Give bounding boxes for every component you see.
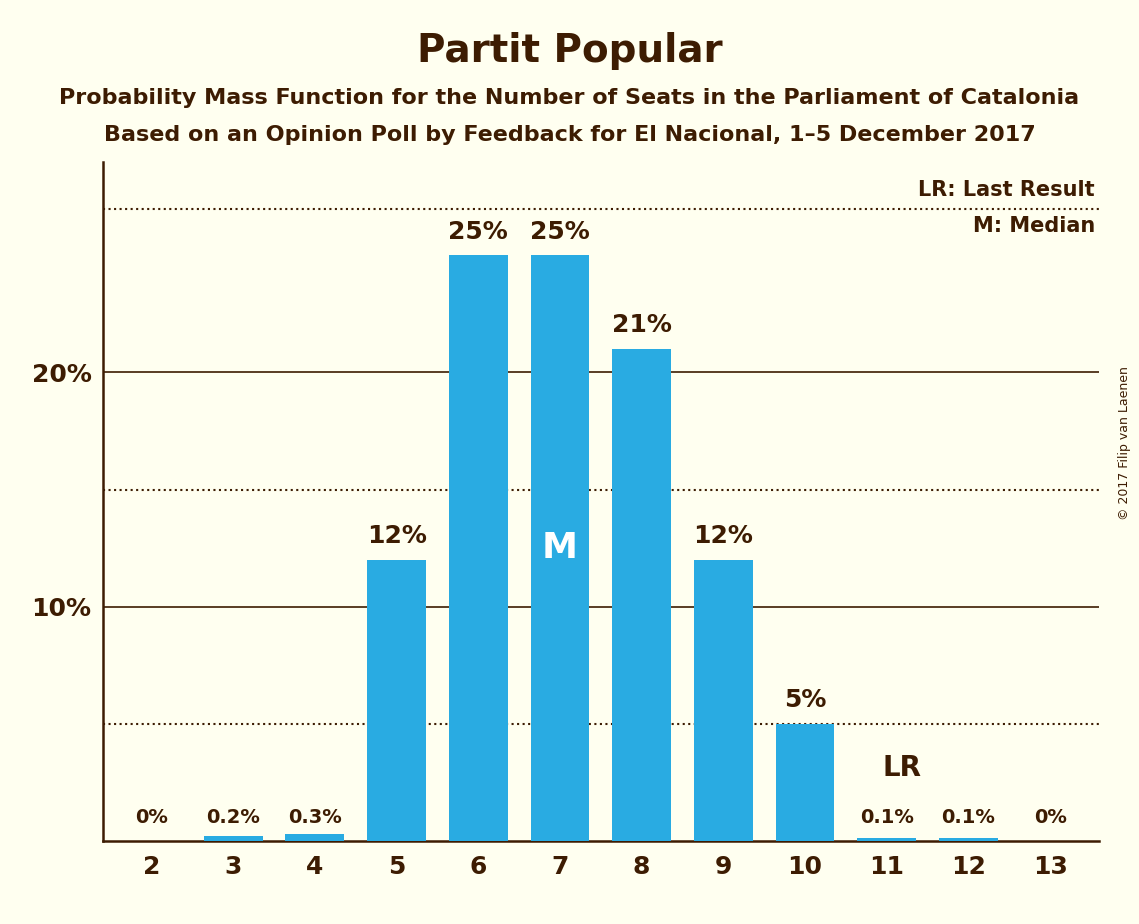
Text: 0.1%: 0.1% [860, 808, 913, 827]
Bar [367, 560, 426, 841]
Bar [286, 833, 344, 841]
Bar [694, 560, 753, 841]
Text: LR: LR [883, 754, 921, 783]
Text: 0%: 0% [1034, 808, 1066, 827]
Text: 0%: 0% [136, 808, 167, 827]
Bar [449, 255, 508, 841]
Bar [858, 838, 916, 841]
Text: 0.3%: 0.3% [288, 808, 342, 827]
Bar [613, 349, 671, 841]
Bar [204, 836, 263, 841]
Text: M: Median: M: Median [973, 215, 1095, 236]
Bar [531, 255, 589, 841]
Text: Probability Mass Function for the Number of Seats in the Parliament of Catalonia: Probability Mass Function for the Number… [59, 88, 1080, 108]
Bar [776, 723, 835, 841]
Text: 25%: 25% [530, 220, 590, 244]
Text: Based on an Opinion Poll by Feedback for El Nacional, 1–5 December 2017: Based on an Opinion Poll by Feedback for… [104, 125, 1035, 145]
Text: 12%: 12% [694, 524, 753, 548]
Text: © 2017 Filip van Laenen: © 2017 Filip van Laenen [1118, 367, 1131, 520]
Text: 5%: 5% [784, 688, 826, 712]
Bar [939, 838, 998, 841]
Text: 21%: 21% [612, 313, 672, 337]
Text: LR: Last Result: LR: Last Result [918, 180, 1095, 201]
Text: 0.2%: 0.2% [206, 808, 260, 827]
Text: 25%: 25% [449, 220, 508, 244]
Text: 0.1%: 0.1% [942, 808, 995, 827]
Text: M: M [542, 531, 577, 565]
Text: 12%: 12% [367, 524, 426, 548]
Text: Partit Popular: Partit Popular [417, 32, 722, 70]
